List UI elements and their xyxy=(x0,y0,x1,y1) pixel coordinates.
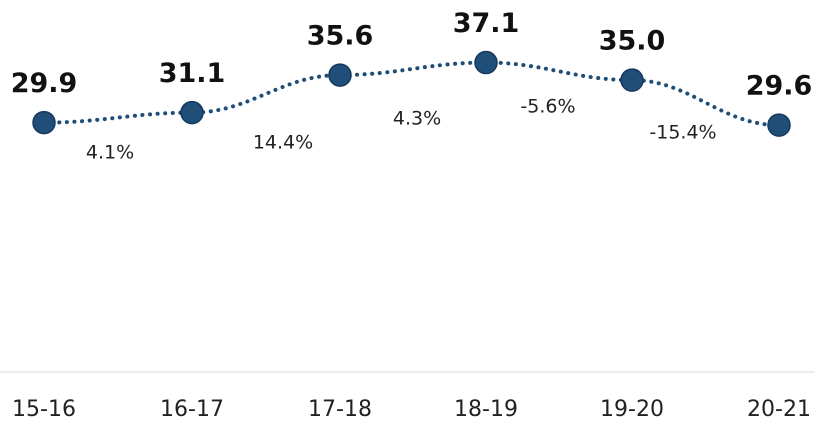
point xyxy=(620,68,644,92)
annotation: 14.4% xyxy=(253,132,313,154)
value-label: 29.6 xyxy=(746,71,813,102)
x-tick-label: 18-19 xyxy=(454,397,518,421)
value-label: 35.6 xyxy=(307,21,374,52)
annotation: 4.3% xyxy=(393,108,441,130)
annotation: 4.1% xyxy=(86,142,134,164)
value-label: 35.0 xyxy=(599,26,666,57)
value-label: 31.1 xyxy=(159,58,226,89)
value-label: 29.9 xyxy=(11,68,78,99)
annotation: -5.6% xyxy=(520,96,575,118)
point xyxy=(180,100,204,125)
line xyxy=(42,60,781,128)
x-tick-label: 17-18 xyxy=(308,397,372,421)
x-tick-label: 15-16 xyxy=(12,397,76,421)
x-tick-label: 19-20 xyxy=(600,397,664,421)
point xyxy=(767,113,791,137)
point xyxy=(328,63,352,87)
x-tick-label: 16-17 xyxy=(160,397,224,421)
x-tick-label: 20-21 xyxy=(747,397,811,421)
value-label: 37.1 xyxy=(453,8,520,39)
annotation: -15.4% xyxy=(649,122,716,144)
point xyxy=(474,50,498,75)
point xyxy=(32,110,56,135)
